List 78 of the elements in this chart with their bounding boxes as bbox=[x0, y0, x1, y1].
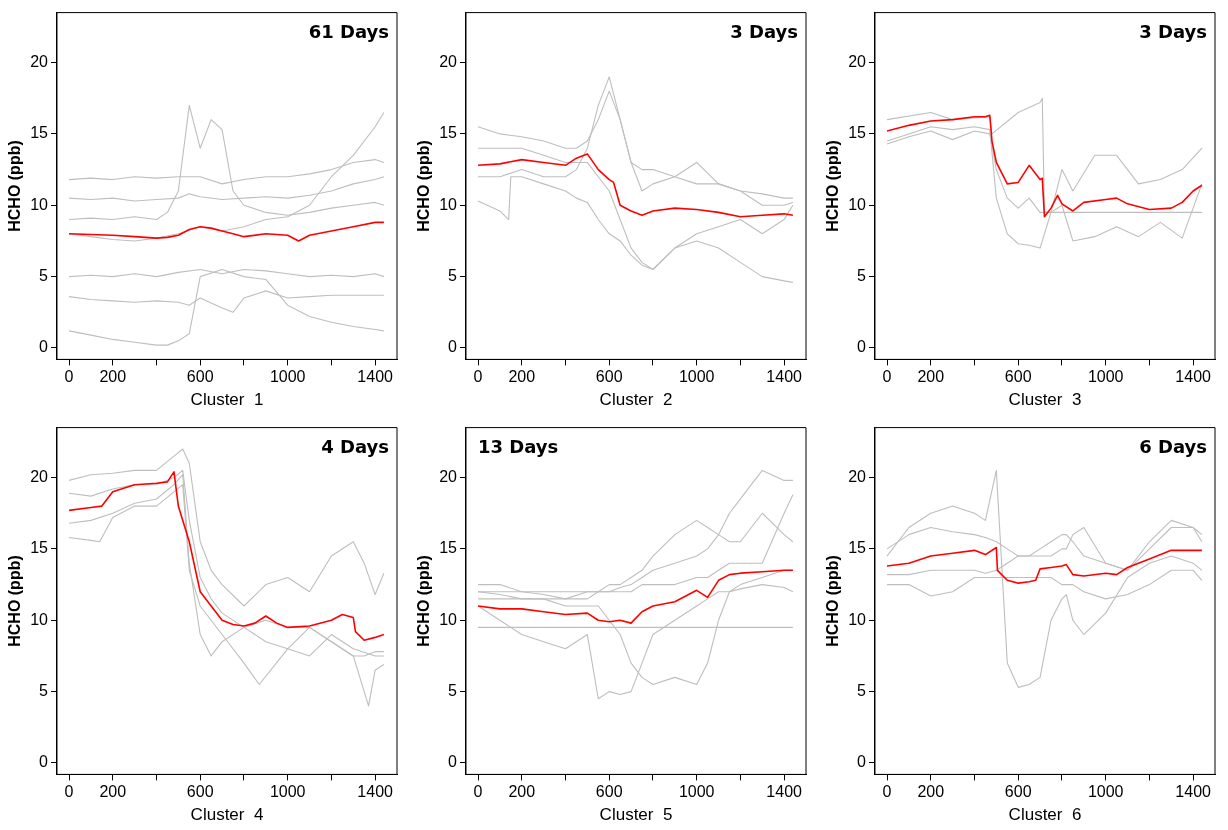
x-tick-label: 1400 bbox=[766, 368, 803, 386]
x-tick-label: 600 bbox=[1004, 368, 1032, 386]
x-tick-label: 1000 bbox=[678, 368, 715, 386]
y-tick-label: 5 bbox=[448, 682, 458, 700]
x-axis-title: Cluster 2 bbox=[599, 390, 673, 410]
y-tick-label: 15 bbox=[30, 124, 49, 142]
y-tick-label: 0 bbox=[39, 753, 49, 771]
y-axis-title: HCHO (ppb) bbox=[6, 140, 24, 232]
x-tick-label: 200 bbox=[508, 368, 536, 386]
annotation: 13 Days bbox=[478, 436, 559, 458]
x-tick-label: 1400 bbox=[357, 368, 394, 386]
y-axis-title: HCHO (ppb) bbox=[824, 140, 842, 232]
x-tick-label: 1400 bbox=[1175, 783, 1212, 801]
x-tick-label: 1000 bbox=[269, 783, 306, 801]
x-tick-label: 1400 bbox=[766, 783, 803, 801]
y-tick-label: 10 bbox=[439, 195, 458, 213]
y-tick-label: 0 bbox=[857, 753, 867, 771]
x-tick-label: 200 bbox=[99, 783, 127, 801]
y-tick-label: 0 bbox=[857, 338, 867, 356]
x-tick-label: 600 bbox=[186, 783, 214, 801]
y-axis-title: HCHO (ppb) bbox=[415, 555, 433, 647]
x-axis-title: Cluster 1 bbox=[190, 390, 264, 410]
x-tick-label: 1000 bbox=[1087, 368, 1124, 386]
annotation: 61 Days bbox=[308, 21, 389, 43]
x-tick-label: 1400 bbox=[1175, 368, 1212, 386]
x-tick-label: 200 bbox=[99, 368, 127, 386]
x-axis-title: Cluster 4 bbox=[190, 805, 264, 825]
y-tick-label: 10 bbox=[848, 610, 867, 628]
y-tick-label: 5 bbox=[39, 682, 49, 700]
y-tick-label: 10 bbox=[30, 195, 49, 213]
x-tick-label: 600 bbox=[595, 368, 623, 386]
y-tick-label: 20 bbox=[30, 52, 49, 70]
y-tick-label: 0 bbox=[448, 753, 458, 771]
y-tick-label: 20 bbox=[30, 467, 49, 485]
y-axis-title: HCHO (ppb) bbox=[824, 555, 842, 647]
y-tick-label: 15 bbox=[439, 539, 458, 557]
y-tick-label: 15 bbox=[30, 539, 49, 557]
y-tick-label: 10 bbox=[848, 195, 867, 213]
x-tick-label: 0 bbox=[64, 783, 74, 801]
y-axis-title: HCHO (ppb) bbox=[415, 140, 433, 232]
x-tick-label: 0 bbox=[473, 368, 483, 386]
annotation: 3 Days bbox=[1139, 21, 1207, 43]
annotation: 6 Days bbox=[1139, 436, 1207, 458]
y-tick-label: 0 bbox=[448, 338, 458, 356]
x-tick-label: 600 bbox=[1004, 783, 1032, 801]
y-tick-label: 15 bbox=[439, 124, 458, 142]
y-tick-label: 5 bbox=[857, 682, 867, 700]
x-tick-label: 200 bbox=[917, 368, 945, 386]
y-axis-title: HCHO (ppb) bbox=[6, 555, 24, 647]
y-tick-label: 5 bbox=[448, 267, 458, 285]
x-tick-label: 200 bbox=[508, 783, 536, 801]
x-tick-label: 0 bbox=[882, 783, 892, 801]
x-axis-title: Cluster 5 bbox=[599, 805, 673, 825]
x-axis-title: Cluster 3 bbox=[1008, 390, 1082, 410]
y-tick-label: 20 bbox=[848, 52, 867, 70]
y-tick-label: 20 bbox=[439, 467, 458, 485]
y-tick-label: 15 bbox=[848, 539, 867, 557]
annotation: 4 Days bbox=[321, 436, 389, 458]
y-tick-label: 5 bbox=[39, 267, 49, 285]
x-tick-label: 1400 bbox=[357, 783, 394, 801]
y-tick-label: 20 bbox=[439, 52, 458, 70]
x-tick-label: 1000 bbox=[269, 368, 306, 386]
annotation: 3 Days bbox=[730, 21, 798, 43]
x-tick-label: 600 bbox=[595, 783, 623, 801]
y-tick-label: 15 bbox=[848, 124, 867, 142]
x-tick-label: 1000 bbox=[678, 783, 715, 801]
y-tick-label: 20 bbox=[848, 467, 867, 485]
x-tick-label: 0 bbox=[473, 783, 483, 801]
x-axis-title: Cluster 6 bbox=[1008, 805, 1082, 825]
y-tick-label: 5 bbox=[857, 267, 867, 285]
x-tick-label: 0 bbox=[64, 368, 74, 386]
y-tick-label: 0 bbox=[39, 338, 49, 356]
x-tick-label: 0 bbox=[882, 368, 892, 386]
x-tick-label: 1000 bbox=[1087, 783, 1124, 801]
x-tick-label: 200 bbox=[917, 783, 945, 801]
y-tick-label: 10 bbox=[30, 610, 49, 628]
x-tick-label: 600 bbox=[186, 368, 214, 386]
y-tick-label: 10 bbox=[439, 610, 458, 628]
